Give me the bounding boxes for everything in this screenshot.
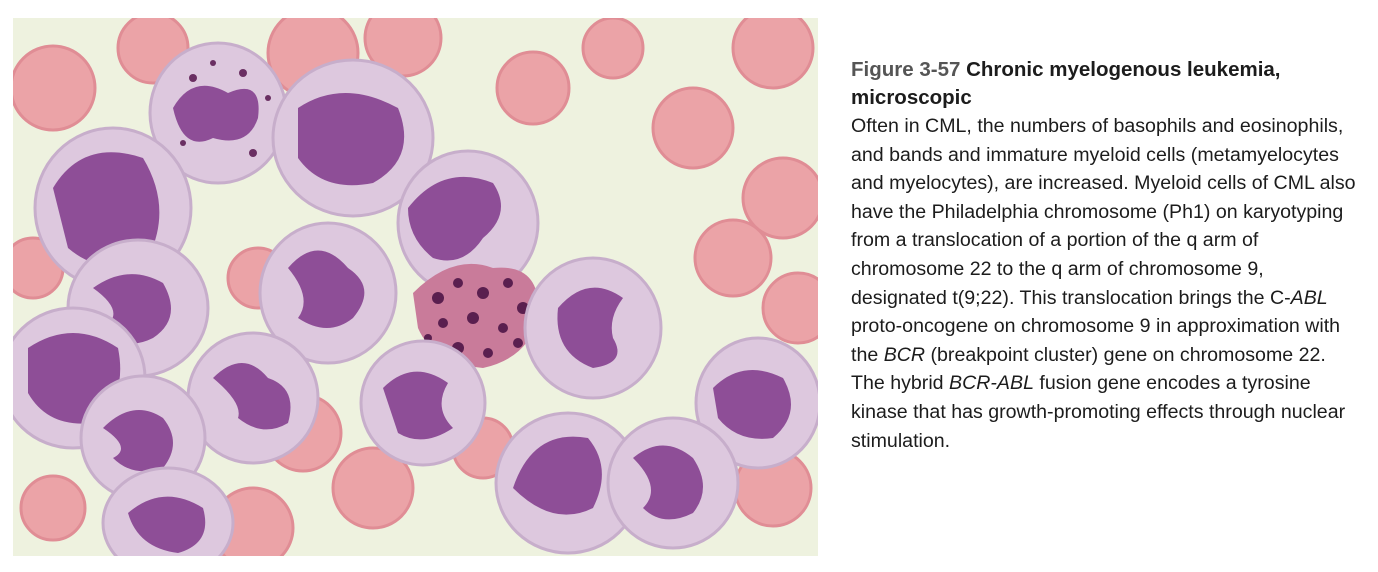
gene-abl: ABL: [1290, 286, 1328, 309]
gene-bcr: BCR: [883, 343, 926, 366]
blood-smear-svg: [13, 18, 818, 556]
caption-text-2: proto-oncogene on chromosome 9 in approx…: [851, 315, 1341, 366]
figure-caption: Figure 3-57 Chronic myelogenous leukemia…: [851, 56, 1361, 455]
figure-label: Figure 3-57: [851, 58, 961, 81]
gene-bcr-abl: BCR-ABL: [949, 372, 1034, 395]
micrograph-image: [13, 18, 818, 556]
caption-text-4: fusion gene encodes a tyrosine kinase th…: [851, 372, 1346, 452]
white-blood-cells: [13, 41, 818, 556]
figure-title: Chronic myelogenous leukemia, microscopi…: [851, 58, 1281, 109]
caption-body: Often in CML, the numbers of basophils a…: [851, 112, 1361, 455]
caption-title: Figure 3-57 Chronic myelogenous leukemia…: [851, 56, 1361, 112]
caption-text-1: Often in CML, the numbers of basophils a…: [851, 115, 1356, 309]
caption-text-3: (breakpoint cluster) gene on chromosome …: [851, 343, 1326, 395]
